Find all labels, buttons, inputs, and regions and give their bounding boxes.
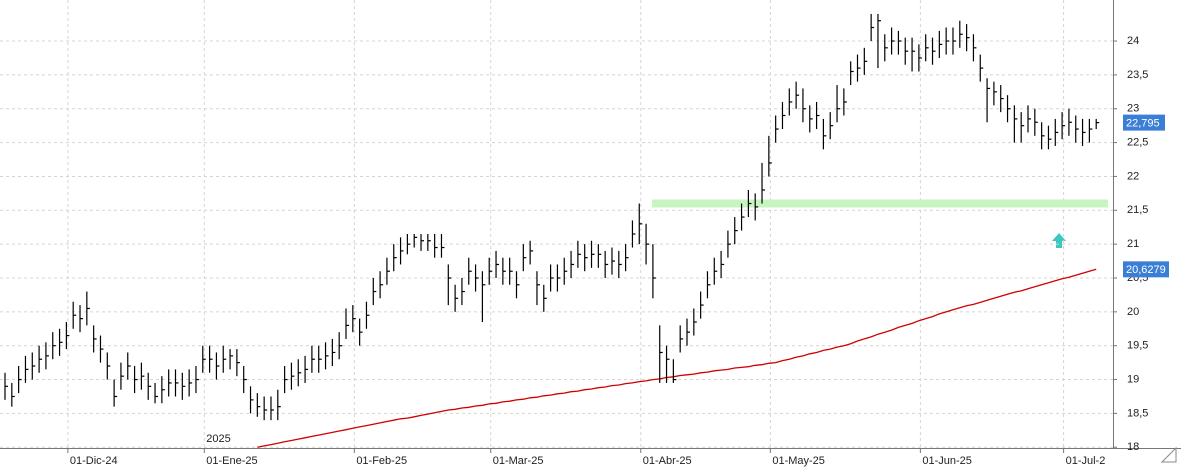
y-tick-label: 18,5 <box>1127 407 1148 419</box>
up-arrow-icon <box>1052 233 1066 248</box>
last-price-box <box>1123 114 1165 131</box>
x-tick-label: 01-Jul-2 <box>1066 455 1106 467</box>
support-band <box>652 199 1108 208</box>
signal-arrow <box>0 0 1113 448</box>
x-tick-label: 01-Mar-25 <box>493 455 544 467</box>
last-price-label: 22,795 <box>1126 118 1160 130</box>
y-tick-label: 24 <box>1127 35 1139 47</box>
x-tick-label: 01-May-25 <box>772 455 825 467</box>
y-tick-label: 20 <box>1127 306 1139 318</box>
y-tick-label: 22,5 <box>1127 136 1148 148</box>
y-tick-label: 19 <box>1127 373 1139 385</box>
y-tick-label: 21 <box>1127 238 1139 250</box>
y-tick-label: 23 <box>1127 103 1139 115</box>
x-tick-label: 01-Abr-25 <box>643 455 692 467</box>
y-tick-label: 19,5 <box>1127 340 1148 352</box>
last-ma-box <box>1123 261 1169 278</box>
y-tick-label: 23,5 <box>1127 69 1148 81</box>
last-ma-label: 20,6279 <box>1126 264 1166 276</box>
year-label: 2025 <box>206 433 230 445</box>
x-tick-label: 01-Jun-25 <box>922 455 972 467</box>
y-tick-label: 21,5 <box>1127 204 1148 216</box>
moving-average-line <box>257 268 1097 448</box>
x-tick-label: 01-Dic-24 <box>70 455 118 467</box>
y-tick-label: 22 <box>1127 170 1139 182</box>
y-tick-label: 18 <box>1127 441 1139 453</box>
x-tick-label: 01-Feb-25 <box>356 455 407 467</box>
resize-corner <box>1160 446 1177 463</box>
x-tick-label: 01-Ene-25 <box>206 455 257 467</box>
